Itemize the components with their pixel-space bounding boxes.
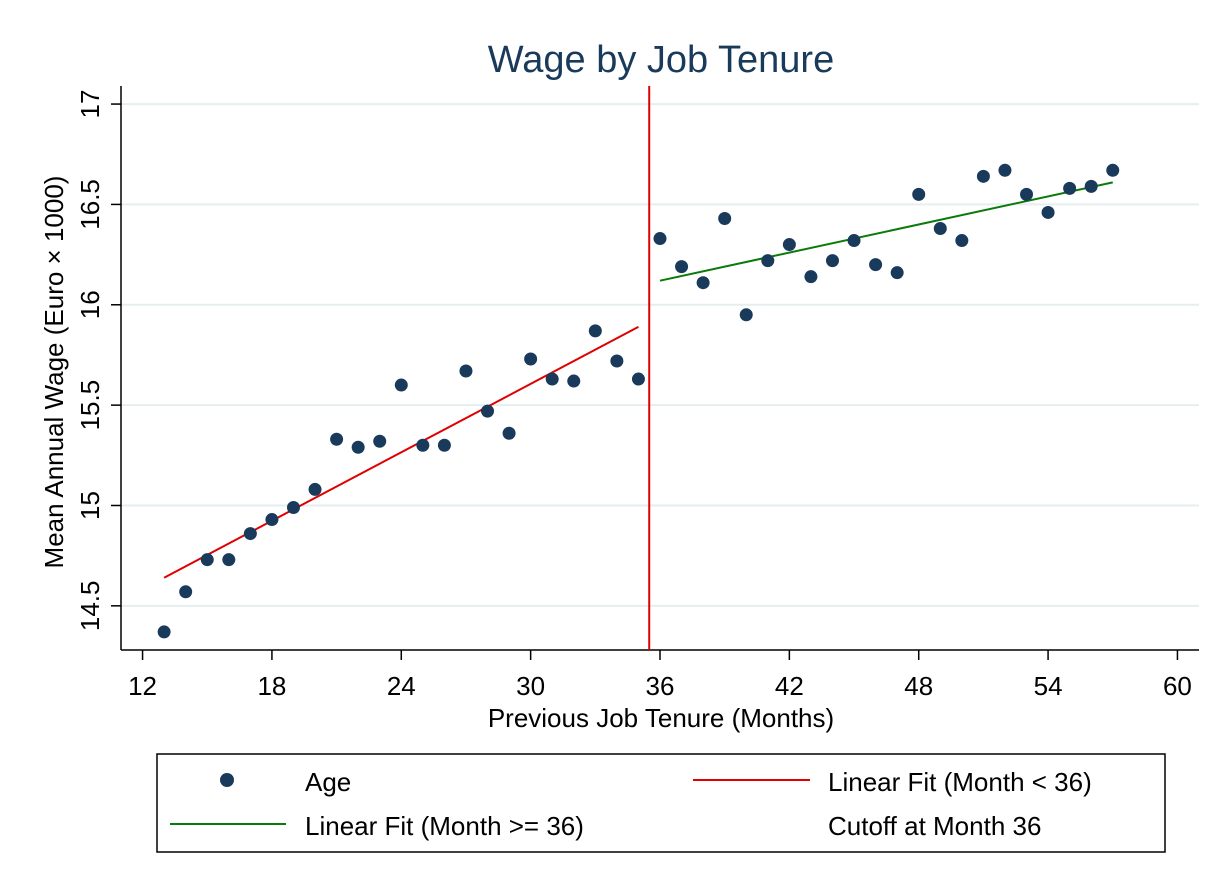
legend-label-fit-after: Linear Fit (Month >= 36) [305, 811, 584, 841]
data-point [675, 260, 689, 274]
data-point [179, 585, 193, 599]
data-point [416, 438, 430, 452]
data-point [696, 276, 710, 290]
data-point [610, 354, 624, 368]
data-point [394, 378, 408, 392]
data-point [545, 372, 559, 386]
y-axis-label: Mean Annual Wage (Euro × 1000) [39, 176, 69, 569]
data-point [782, 238, 796, 252]
data-point [631, 372, 645, 386]
data-point [1020, 187, 1034, 201]
data-point [200, 553, 214, 567]
y-tick-label: 15.5 [75, 380, 105, 431]
data-point [330, 432, 344, 446]
data-point [157, 625, 171, 639]
legend-swatch-age [220, 773, 234, 787]
chart-title: Wage by Job Tenure [488, 39, 834, 81]
data-point [912, 187, 926, 201]
y-tick-label: 14.5 [75, 581, 105, 632]
data-point [1106, 163, 1120, 177]
y-axis: 14.5 15 15.5 16 16.5 17 [75, 90, 121, 632]
x-tick-label: 36 [646, 671, 675, 701]
x-tick-label: 48 [904, 671, 933, 701]
data-point [804, 270, 818, 284]
data-point [933, 222, 947, 236]
data-point [373, 434, 387, 448]
data-point [481, 404, 495, 418]
fit-line-after-cutoff [659, 181, 1113, 282]
data-point [955, 234, 969, 248]
data-point [459, 364, 473, 378]
data-point [588, 324, 602, 338]
data-point [847, 234, 861, 248]
x-tick-label: 24 [387, 671, 416, 701]
legend-label-fit-before: Linear Fit (Month < 36) [828, 767, 1092, 797]
fit-line-before-cutoff [163, 325, 639, 579]
data-point [825, 254, 839, 268]
data-point [761, 254, 775, 268]
data-point [1084, 179, 1098, 193]
x-axis: 12 18 24 30 36 42 48 54 60 [128, 650, 1192, 701]
data-point [739, 308, 753, 322]
x-tick-label: 54 [1034, 671, 1063, 701]
legend: Age Linear Fit (Month < 36) Linear Fit (… [156, 753, 1166, 853]
y-tick-label: 16 [75, 290, 105, 319]
x-axis-label: Previous Job Tenure (Months) [488, 703, 834, 733]
data-point [437, 438, 451, 452]
data-point [286, 500, 300, 514]
data-point [653, 232, 667, 246]
x-tick-label: 42 [775, 671, 804, 701]
y-tick-label: 15 [75, 491, 105, 520]
data-point [567, 374, 581, 388]
data-point [243, 527, 257, 541]
x-tick-label: 18 [257, 671, 286, 701]
data-point [1041, 205, 1055, 219]
grid-lines [121, 103, 1199, 607]
data-point [976, 169, 990, 183]
y-tick-label: 17 [75, 90, 105, 119]
x-tick-label: 60 [1163, 671, 1192, 701]
x-tick-label: 12 [128, 671, 157, 701]
data-point [308, 482, 322, 496]
data-point [502, 426, 516, 440]
data-point [998, 163, 1012, 177]
legend-box [156, 753, 1166, 853]
legend-label-cutoff: Cutoff at Month 36 [828, 811, 1041, 841]
data-point [718, 211, 732, 225]
plot-area [157, 86, 1120, 650]
data-point [890, 266, 904, 280]
y-tick-label: 16.5 [75, 179, 105, 230]
data-point [869, 258, 883, 272]
x-tick-label: 30 [516, 671, 545, 701]
data-point [351, 440, 365, 454]
data-point [265, 513, 279, 527]
data-point [222, 553, 236, 567]
data-point [524, 352, 538, 366]
legend-label-age: Age [305, 767, 351, 797]
data-point [1063, 181, 1077, 195]
